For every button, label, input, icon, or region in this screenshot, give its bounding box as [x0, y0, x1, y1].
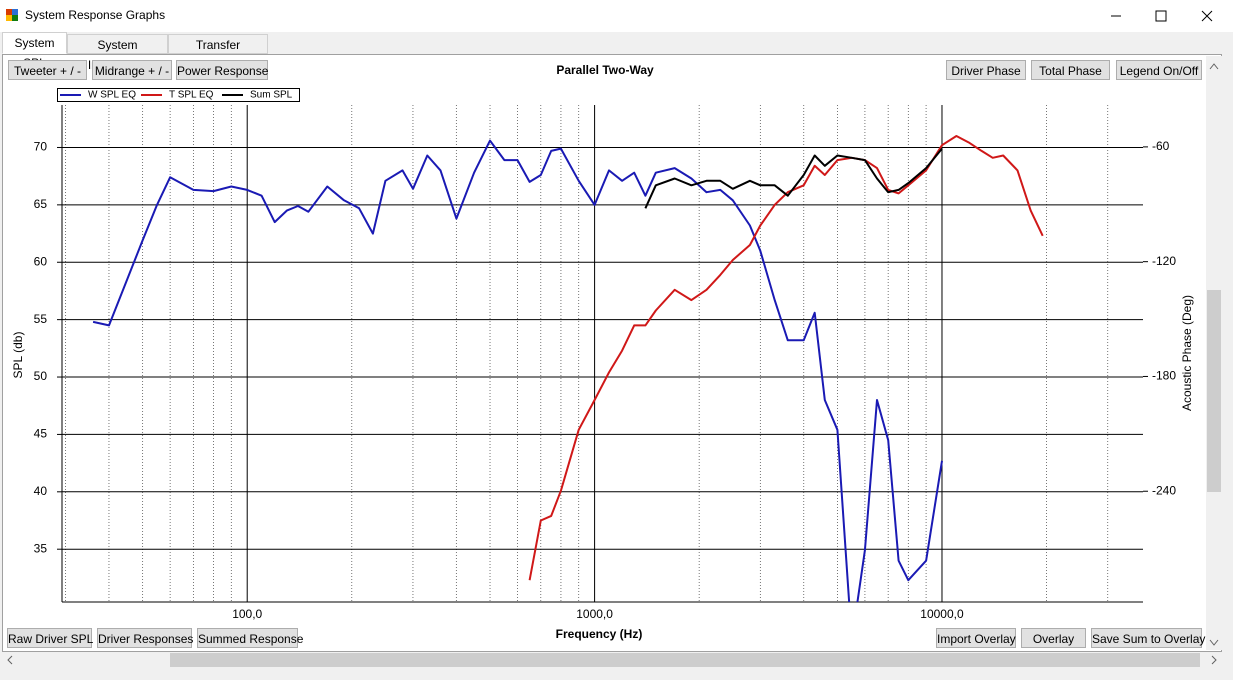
y-axis-label: SPL (db) — [11, 332, 25, 379]
scroll-right[interactable] — [1211, 655, 1217, 665]
legend-label: T SPL EQ — [169, 90, 214, 101]
scroll-left[interactable] — [7, 655, 13, 665]
series-line — [92, 139, 943, 602]
series-line — [644, 147, 943, 209]
y-tick-label: 50 — [34, 369, 48, 383]
close-icon[interactable] — [1201, 10, 1213, 22]
y-tick-label: 70 — [34, 140, 48, 154]
y2-tick-label: -240 — [1152, 483, 1176, 497]
app-icon — [6, 15, 12, 21]
button[interactable]: Raw Driver SPL — [7, 628, 93, 648]
y2-tick-label: -60 — [1152, 139, 1170, 153]
y-tick-label: 65 — [34, 197, 48, 211]
y-tick-label: 55 — [34, 312, 48, 326]
app-icon — [12, 9, 18, 15]
y2-axis-label: Acoustic Phase (Deg) — [1180, 295, 1194, 411]
button[interactable]: Driver Responses — [97, 628, 193, 648]
button[interactable]: Import Overlay — [936, 628, 1016, 648]
tab[interactable]: Transfer Functions — [168, 34, 268, 72]
legend-label: Sum SPL — [250, 90, 293, 101]
plot-area — [92, 135, 1044, 602]
chart-title: Parallel Two-Way — [556, 63, 654, 77]
title-bar — [0, 0, 1233, 32]
window-title: System Response Graphs — [25, 8, 165, 22]
scroll-up[interactable] — [1209, 63, 1219, 70]
y2-tick-label: -120 — [1152, 254, 1176, 268]
button[interactable]: Overlay — [1021, 628, 1086, 648]
v-scroll-thumb[interactable] — [1207, 290, 1221, 492]
maximize-icon[interactable] — [1155, 10, 1167, 22]
series-line — [528, 135, 1044, 581]
button[interactable]: Legend On/Off — [1116, 60, 1202, 80]
y-tick-label: 60 — [34, 254, 48, 268]
y-tick-label: 35 — [34, 541, 48, 555]
button[interactable]: Save Sum to Overlay — [1091, 628, 1205, 648]
button[interactable]: Total Phase — [1031, 60, 1110, 80]
button[interactable]: Summed Response — [197, 628, 303, 648]
button[interactable]: Tweeter + / - — [8, 60, 87, 80]
x-axis-label: Frequency (Hz) — [556, 627, 643, 641]
y-tick-label: 40 — [34, 484, 48, 498]
tab[interactable]: System Impedance — [67, 34, 168, 72]
button[interactable]: Power Response — [176, 60, 268, 80]
app-icon — [12, 15, 18, 21]
content-panel — [2, 54, 1222, 652]
x-tick-label: 1000,0 — [576, 607, 613, 621]
x-tick-label: 100,0 — [232, 607, 262, 621]
button[interactable]: Driver Phase — [946, 60, 1026, 80]
legend-box — [57, 88, 300, 102]
legend-label: W SPL EQ — [88, 90, 136, 101]
scroll-down[interactable] — [1209, 639, 1219, 646]
app-icon — [6, 9, 12, 15]
button[interactable]: Midrange + / - — [92, 60, 172, 80]
y-tick-label: 45 — [34, 427, 48, 441]
y2-tick-label: -180 — [1152, 369, 1176, 383]
tab[interactable]: System SPL — [2, 32, 67, 70]
x-tick-label: 10000,0 — [920, 607, 964, 621]
h-scroll-thumb[interactable] — [170, 653, 1200, 667]
